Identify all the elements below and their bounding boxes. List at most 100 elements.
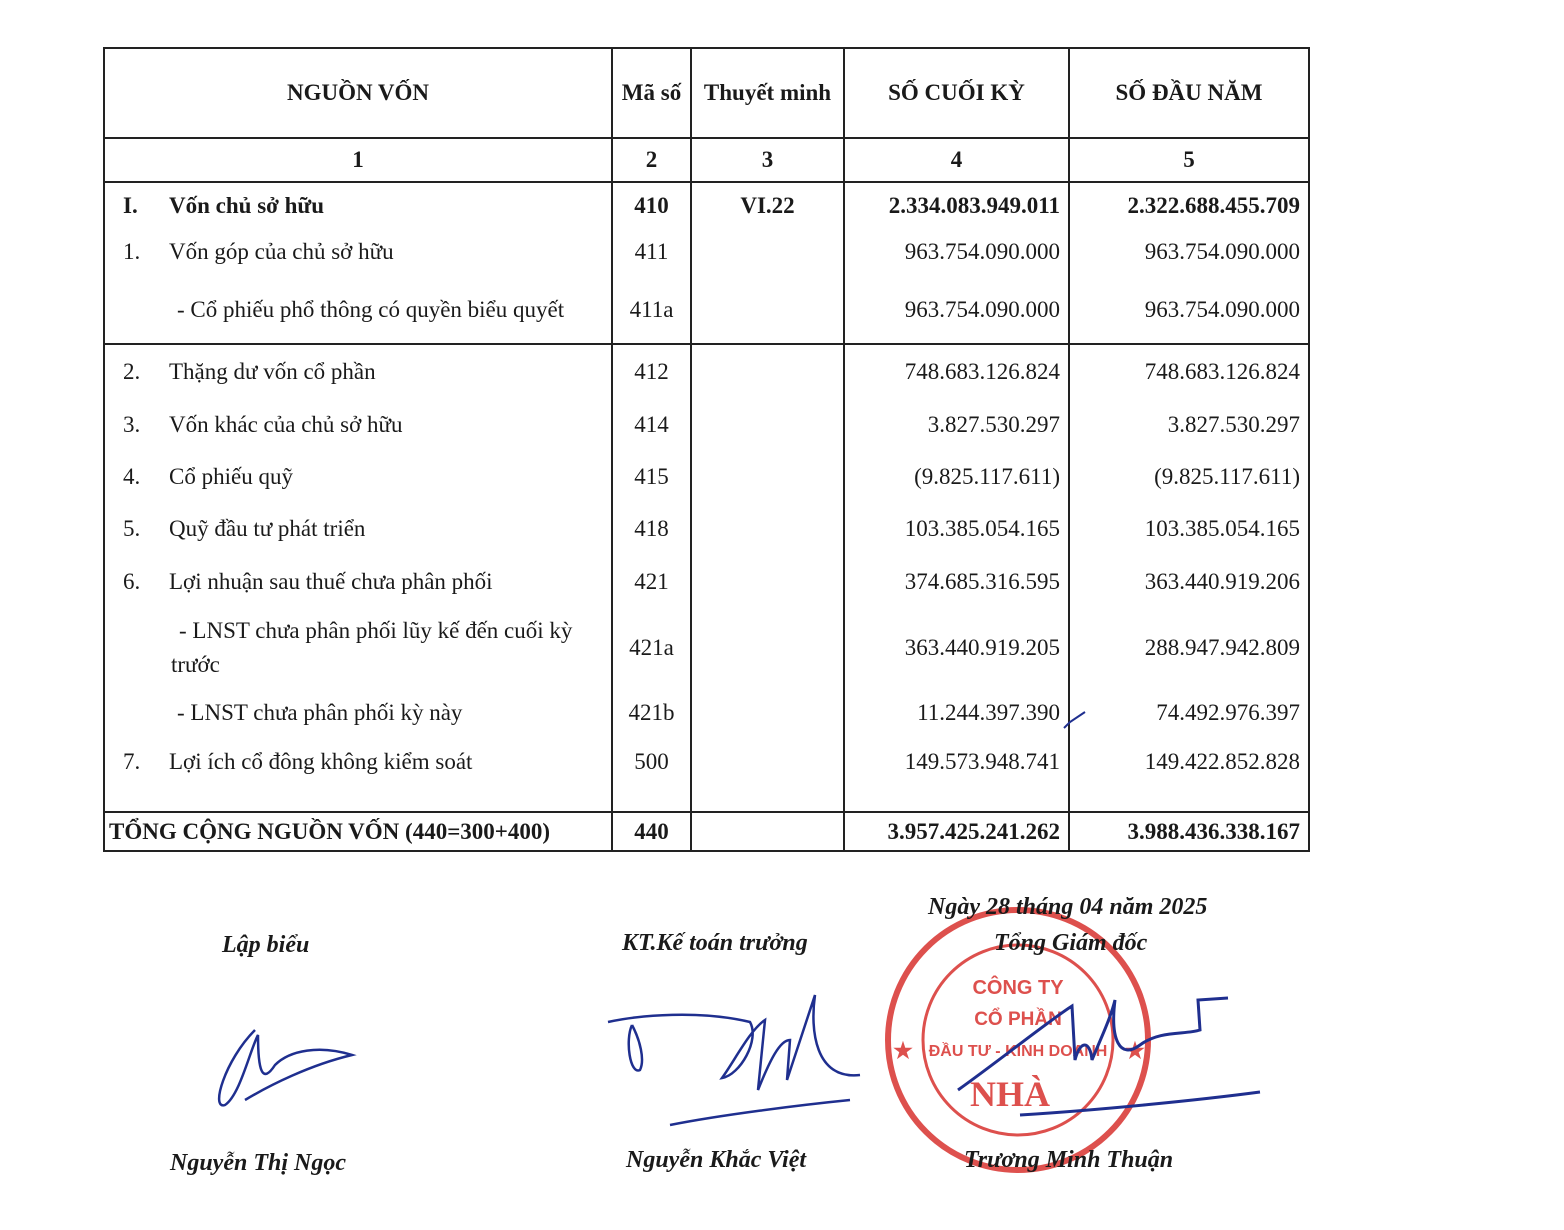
row-note [690,398,845,451]
row-label-cell: - Cổ phiếu phổ thông có quyền biểu quyết [103,276,613,345]
table-row: - LNST chưa phân phối kỳ này 421b 11.244.3… [103,687,1310,739]
row-code: 411 [611,228,692,276]
row-begin-value: 3.827.530.297 [1068,398,1310,451]
row-index: 2. [123,358,141,384]
row-code: 410 [611,182,692,228]
table-row: 1. Vốn góp của chủ sở hữu 411 963.754.090.0… [103,228,1310,276]
row-label-cell: 1. Vốn góp của chủ sở hữu [103,228,613,276]
table-row: 3. Vốn khác của chủ sở hữu 414 3.827.530.29… [103,398,1310,451]
row-end-value: 3.827.530.297 [843,398,1070,451]
total-begin-value: 3.988.436.338.167 [1068,811,1310,852]
balance-sheet-table: NGUỒN VỐN Mã số Thuyết minh SỐ CUỐI KỲ S… [103,47,1310,852]
row-end-value: 963.754.090.000 [843,276,1070,345]
row-code: 412 [611,344,692,398]
row-end-value: 11.244.397.390 [843,687,1070,739]
row-code: 421b [611,687,692,739]
row-note [690,687,845,739]
preparer-name: Nguyễn Thị Ngọc [170,1150,346,1176]
row-note [690,451,845,503]
svg-text:CỔ PHẦN: CỔ PHẦN [974,1008,1062,1030]
row-begin-value: 2.322.688.455.709 [1068,182,1310,228]
accountant-title: KT.Kế toán trưởng [622,930,808,956]
spacer-row [103,784,1310,812]
column-number: 4 [843,138,1070,183]
svg-text:ĐẦU TƯ - KINH DOANH: ĐẦU TƯ - KINH DOANH [929,1041,1108,1060]
row-begin-value: 103.385.054.165 [1068,503,1310,555]
row-code: 411a [611,276,692,345]
row-label: Thặng dư vốn cổ phần [169,358,376,384]
director-name: Trương Minh Thuận [964,1147,1174,1173]
row-code: 414 [611,398,692,451]
row-index: 4. [123,464,141,489]
row-note [690,503,845,555]
row-label-cell: I. Vốn chủ sở hữu [103,182,613,228]
row-label: Lợi ích cổ đông không kiểm soát [169,748,473,774]
row-note [690,228,845,276]
row-end-value: 2.334.083.949.011 [843,182,1070,228]
table-row: 4. Cổ phiếu quỹ 415 (9.825.117.611) (9.825.1… [103,451,1310,503]
row-label: - LNST chưa phân phối lũy kế đến cuối kỳ… [171,618,573,677]
row-end-value: 149.573.948.741 [843,739,1070,784]
row-label-cell: 7. Lợi ích cổ đông không kiểm soát [103,739,613,784]
row-code: 421a [611,609,692,687]
row-begin-value: (9.825.117.611) [1068,451,1310,503]
row-label: Vốn khác của chủ sở hữu [169,411,403,437]
signature-director [957,996,1261,1117]
header-cell: SỐ ĐẦU NĂM [1068,47,1310,139]
header-cell: SỐ CUỐI KỲ [843,47,1070,139]
row-note [690,739,845,784]
check-mark [1063,711,1086,729]
accountant-name: Nguyễn Khắc Việt [626,1147,807,1173]
row-label-cell: 6. Lợi nhuận sau thuế chưa phân phối [103,555,613,609]
row-index: I. [123,192,138,218]
header-cell: Mã số [611,47,692,139]
row-end-value: 103.385.054.165 [843,503,1070,555]
row-label: - LNST chưa phân phối kỳ này [177,700,463,725]
column-number: 3 [690,138,845,183]
row-index: 1. [123,239,141,264]
row-code: 500 [611,739,692,784]
row-code: 415 [611,451,692,503]
row-label: - Cổ phiếu phổ thông có quyền biểu quyết [177,296,565,322]
row-code: 418 [611,503,692,555]
row-index: 3. [123,411,141,437]
column-number: 2 [611,138,692,183]
row-label: Quỹ đầu tư phát triển [169,516,366,541]
table-row: I. Vốn chủ sở hữu 410 VI.22 2.334.083.949.01… [103,182,1310,228]
row-note [690,555,845,609]
total-end-value: 3.957.425.241.262 [843,811,1070,852]
row-code: 421 [611,555,692,609]
column-number-row: 1 2 3 4 5 [103,138,1310,183]
row-begin-value: 963.754.090.000 [1068,276,1310,345]
column-number: 5 [1068,138,1310,183]
row-end-value: 374.685.316.595 [843,555,1070,609]
row-index: 7. [123,748,141,774]
row-begin-value: 363.440.919.206 [1068,555,1310,609]
signature-accountant [607,994,861,1127]
row-begin-value: 748.683.126.824 [1068,344,1310,398]
row-index: 5. [123,516,141,541]
table-row: 2. Thặng dư vốn cổ phần 412 748.683.126.824… [103,344,1310,398]
row-end-value: (9.825.117.611) [843,451,1070,503]
row-label: Cổ phiếu quỹ [169,464,293,489]
svg-text:NHÀ: NHÀ [970,1074,1050,1114]
row-note [690,609,845,687]
row-begin-value: 74.492.976.397 [1068,687,1310,739]
row-label-cell: 3. Vốn khác của chủ sở hữu [103,398,613,451]
row-begin-value: 288.947.942.809 [1068,609,1310,687]
row-end-value: 363.440.919.205 [843,609,1070,687]
table-row: - Cổ phiếu phổ thông có quyền biểu quyết… [103,276,1310,345]
header-cell: NGUỒN VỐN [103,47,613,139]
total-note [690,811,845,852]
row-label: Vốn góp của chủ sở hữu [169,239,394,264]
signature-date: Ngày 28 tháng 04 năm 2025 [928,894,1208,920]
row-label: Vốn chủ sở hữu [169,192,325,218]
header-row: NGUỒN VỐN Mã số Thuyết minh SỐ CUỐI KỲ S… [103,47,1310,139]
row-label-cell: - LNST chưa phân phối kỳ này [103,687,613,739]
total-row: TỔNG CỘNG NGUỒN VỐN (440=300+400) 440 3.… [103,811,1310,852]
preparer-title: Lập biểu [222,932,310,958]
column-number: 1 [103,138,613,183]
table-row: 7. Lợi ích cổ đông không kiểm soát 500 149.… [103,739,1310,784]
row-label-cell: 5. Quỹ đầu tư phát triển [103,503,613,555]
row-begin-value: 963.754.090.000 [1068,228,1310,276]
